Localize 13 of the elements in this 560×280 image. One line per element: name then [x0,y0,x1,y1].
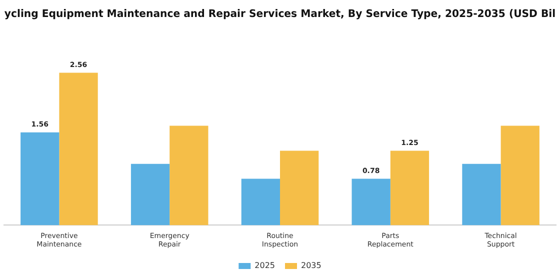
legend-label: 2035 [301,261,322,270]
bar [280,150,319,226]
chart-title: ycling Equipment Maintenance and Repair Services Market, By Service Type, 2025-2035 (USD Bil [4,8,556,20]
bar [390,150,430,226]
bar [462,164,501,226]
bar [500,126,540,226]
bar [130,164,170,226]
bar [241,178,280,226]
legend-label: 2025 [254,261,275,270]
bar [352,178,390,226]
bar [59,72,98,226]
bar [170,126,208,226]
bar [20,132,60,226]
